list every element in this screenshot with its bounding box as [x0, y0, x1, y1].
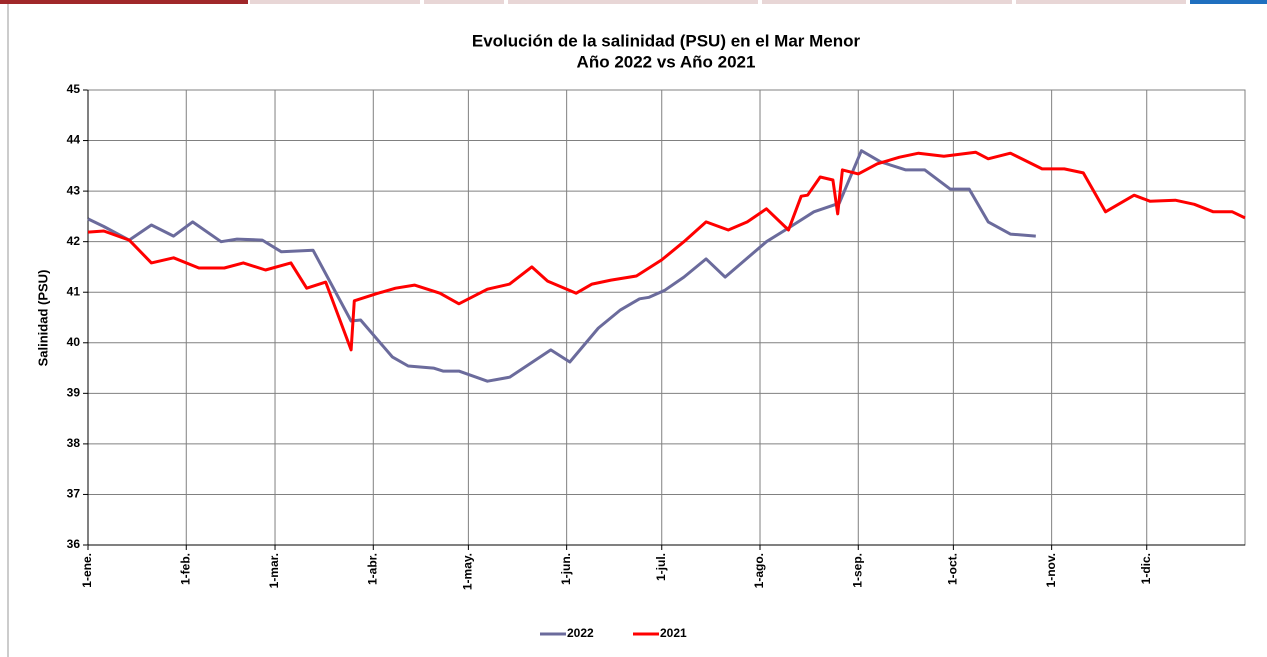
y-tick-label: 40 [67, 335, 81, 349]
y-tick-label: 39 [67, 386, 81, 400]
chart-title: Evolución de la salinidad (PSU) en el Ma… [472, 31, 861, 50]
legend-label: 2022 [567, 626, 594, 640]
y-axis-label: Salinidad (PSU) [35, 270, 50, 367]
x-tick-label: 1-nov. [1044, 553, 1058, 587]
x-tick-label: 1-jul. [654, 553, 668, 581]
x-tick-label: 1-ago. [752, 553, 766, 588]
x-tick-label: 1-abr. [365, 553, 379, 585]
y-tick-label: 36 [67, 537, 81, 551]
x-tick-label: 1-may. [461, 553, 475, 590]
x-tick-label: 1-ene. [80, 553, 94, 588]
x-tick-label: 1-sep. [850, 553, 864, 588]
y-tick-label: 42 [67, 234, 81, 248]
x-tick-label: 1-mar. [267, 553, 281, 588]
legend-label: 2021 [660, 626, 687, 640]
y-tick-label: 38 [67, 436, 81, 450]
top-tabs [0, 0, 1267, 4]
x-tick-label: 1-oct. [946, 553, 960, 585]
y-tick-label: 43 [67, 183, 81, 197]
y-tick-label: 37 [67, 487, 81, 501]
y-tick-label: 41 [67, 284, 81, 298]
x-tick-label: 1-dic. [1139, 553, 1153, 584]
x-tick-label: 1-jun. [559, 553, 573, 585]
y-tick-label: 44 [67, 133, 81, 147]
y-tick-label: 45 [67, 82, 81, 96]
x-tick-label: 1-feb. [178, 553, 192, 585]
series-line [87, 150, 1246, 352]
chart-subtitle: Año 2022 vs Año 2021 [577, 52, 756, 71]
